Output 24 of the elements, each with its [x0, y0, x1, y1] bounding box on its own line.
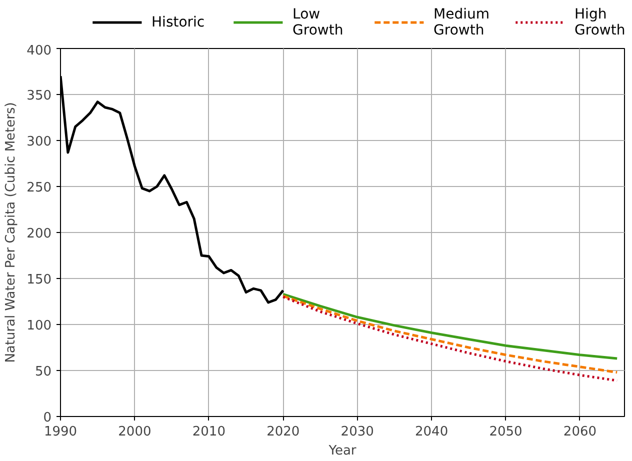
- y-tick-label: 350: [26, 88, 52, 104]
- x-tick-label: 2040: [415, 424, 448, 440]
- legend-label: Historic: [152, 14, 205, 30]
- x-tick-label: 2020: [266, 424, 300, 440]
- y-axis-title: Natural Water Per Capita (Cubic Meters): [4, 102, 19, 363]
- x-tick-label: 2000: [118, 424, 152, 440]
- legend-label: Low Growth: [292, 6, 344, 38]
- y-tick-label: 200: [26, 226, 52, 242]
- legend-label: High Growth: [574, 6, 626, 38]
- y-tick-label: 50: [34, 364, 52, 380]
- y-tick-label: 100: [26, 318, 52, 334]
- x-tick-label: 2010: [192, 424, 226, 440]
- line-series: [282, 292, 618, 360]
- x-tick-label: 2030: [340, 424, 374, 440]
- y-tick-label: 250: [26, 180, 52, 196]
- x-tick-label: 2050: [489, 424, 522, 440]
- x-axis-title: Year: [328, 444, 357, 458]
- y-tick-label: 400: [26, 44, 52, 58]
- y-tick-label: 150: [26, 272, 52, 288]
- x-tick-label: 2060: [563, 424, 597, 440]
- y-tick-label: 0: [43, 410, 52, 426]
- y-tick-label: 300: [26, 134, 52, 150]
- x-tick-label: 1990: [44, 424, 78, 440]
- legend-label: Medium Growth: [434, 6, 490, 38]
